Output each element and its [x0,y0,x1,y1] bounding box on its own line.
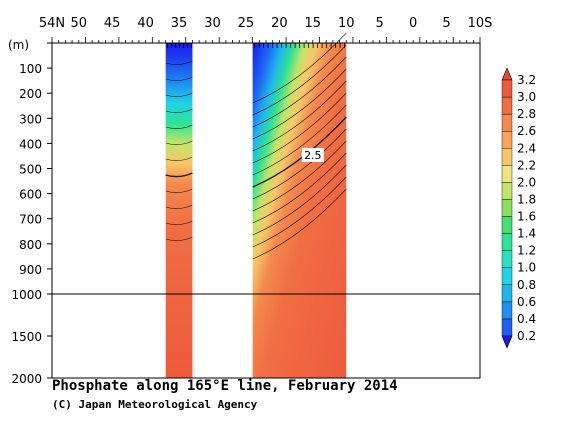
contour-line [165,172,193,178]
x-tick-label: 10S [468,16,493,31]
colorbar-label: 3.2 [517,73,536,87]
x-tick-label: 40 [137,16,154,31]
y-tick-label: 1500 [11,330,42,344]
contour-line [165,188,193,193]
contour-line [252,104,347,176]
colorbar-segment [501,301,513,320]
y-tick-label: 800 [19,238,42,252]
section-2 [252,43,347,378]
contour-line [252,68,347,140]
colorbar-segment [501,165,513,183]
y-tick-label: 1000 [11,288,42,302]
colorbar-label: 2.4 [517,141,536,155]
x-tick-label: 10 [338,16,355,31]
contour-line [165,140,193,145]
contour-line [165,124,193,129]
contour-line [165,108,193,113]
colorbar-label: 0.8 [517,278,536,292]
colorbar-label: 2.2 [517,158,536,172]
data-sections: 2.5 [165,32,347,378]
colorbar-segment [501,148,513,166]
contour-line [165,92,193,97]
x-tick-label: 35 [171,16,188,31]
y-tick-label: 300 [19,112,42,126]
colorbar: 0.2 0.4 0.6 0.8 1.0 1.2 1.4 1.6 1.8 2.0 2.2 2.4 2.6 2… [501,67,536,349]
colorbar-segment [501,284,513,303]
contour-line [252,116,347,188]
y-tick-label: 700 [19,213,42,227]
colorbar-label: 1.6 [517,210,536,224]
y-tick-label: 500 [19,163,42,177]
x-tick-label: 54N [39,16,65,31]
x-tick-label: 15 [305,16,322,31]
contour-line [165,236,193,241]
contour-line [165,156,193,161]
y-tick-label: 600 [19,188,42,202]
contour-line [252,128,347,200]
colorbar-label: 2.8 [517,107,536,121]
colorbar-label: 1.4 [517,227,536,241]
colorbar-label: 0.4 [517,312,536,326]
x-axis: 54N 50 45 40 35 30 25 20 15 10 5 0 5 10S [39,16,493,43]
colorbar-segment [501,113,513,132]
colorbar-segment [501,318,513,337]
contour-line [252,152,347,224]
colorbar-segment [501,216,513,234]
contour-line [252,140,347,212]
contour-label: 2.5 [304,149,322,162]
x-tick-label: 0 [409,16,417,31]
colorbar-segment [501,250,513,268]
colorbar-segment [501,182,513,200]
y-tick-label: 400 [19,137,42,151]
contour-line [252,56,347,128]
contour-line [165,60,193,65]
colorbar-segment [501,199,513,217]
colorbar-segment [501,267,513,286]
contour-line [165,76,193,81]
y-axis: (m) 100 200 300 400 500 600 700 800 900 1000 1500 20… [8,38,52,386]
contour-line [252,188,347,260]
colorbar-label: 0.2 [517,329,536,343]
colorbar-label: 1.2 [517,244,536,258]
colorbar-label: 1.0 [517,261,536,275]
contour-line [252,80,347,152]
colorbar-segment [501,79,513,98]
section-1 [165,43,193,378]
colorbar-segment [501,96,513,115]
x-tick-label: 25 [238,16,255,31]
contour-line [252,44,347,116]
contour-line [252,92,347,164]
credit-text: (C) Japan Meteorological Agency [52,398,258,411]
x-tick-label: 5 [376,16,384,31]
y-tick-label: 200 [19,87,42,101]
contour-line [165,204,193,209]
x-tick-label: 50 [70,16,87,31]
x-tick-label: 5 [442,16,450,31]
y-tick-label: 2000 [11,372,42,386]
contour-line [252,176,347,248]
colorbar-segment [501,233,513,251]
colorbar-label: 3.0 [517,90,536,104]
colorbar-label: 2.6 [517,124,536,138]
contour-line [165,220,193,225]
x-tick-label: 20 [271,16,288,31]
x-tick-label: 45 [104,16,121,31]
contour-line [252,164,347,236]
y-tick-label: 900 [19,263,42,277]
chart-title: Phosphate along 165°E line, February 201… [52,378,398,394]
colorbar-segment [501,130,513,149]
colorbar-label: 0.6 [517,295,536,309]
colorbar-label: 1.8 [517,192,536,206]
colorbar-max-arrow [501,67,513,81]
y-unit-label: (m) [8,38,29,52]
contour-label-bg [301,147,324,162]
colorbar-min-arrow [501,335,513,349]
x-tick-label: 30 [204,16,221,31]
y-tick-label: 100 [19,62,42,76]
colorbar-label: 2.0 [517,175,536,189]
